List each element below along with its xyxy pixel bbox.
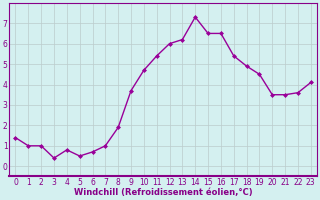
X-axis label: Windchill (Refroidissement éolien,°C): Windchill (Refroidissement éolien,°C) — [74, 188, 252, 197]
